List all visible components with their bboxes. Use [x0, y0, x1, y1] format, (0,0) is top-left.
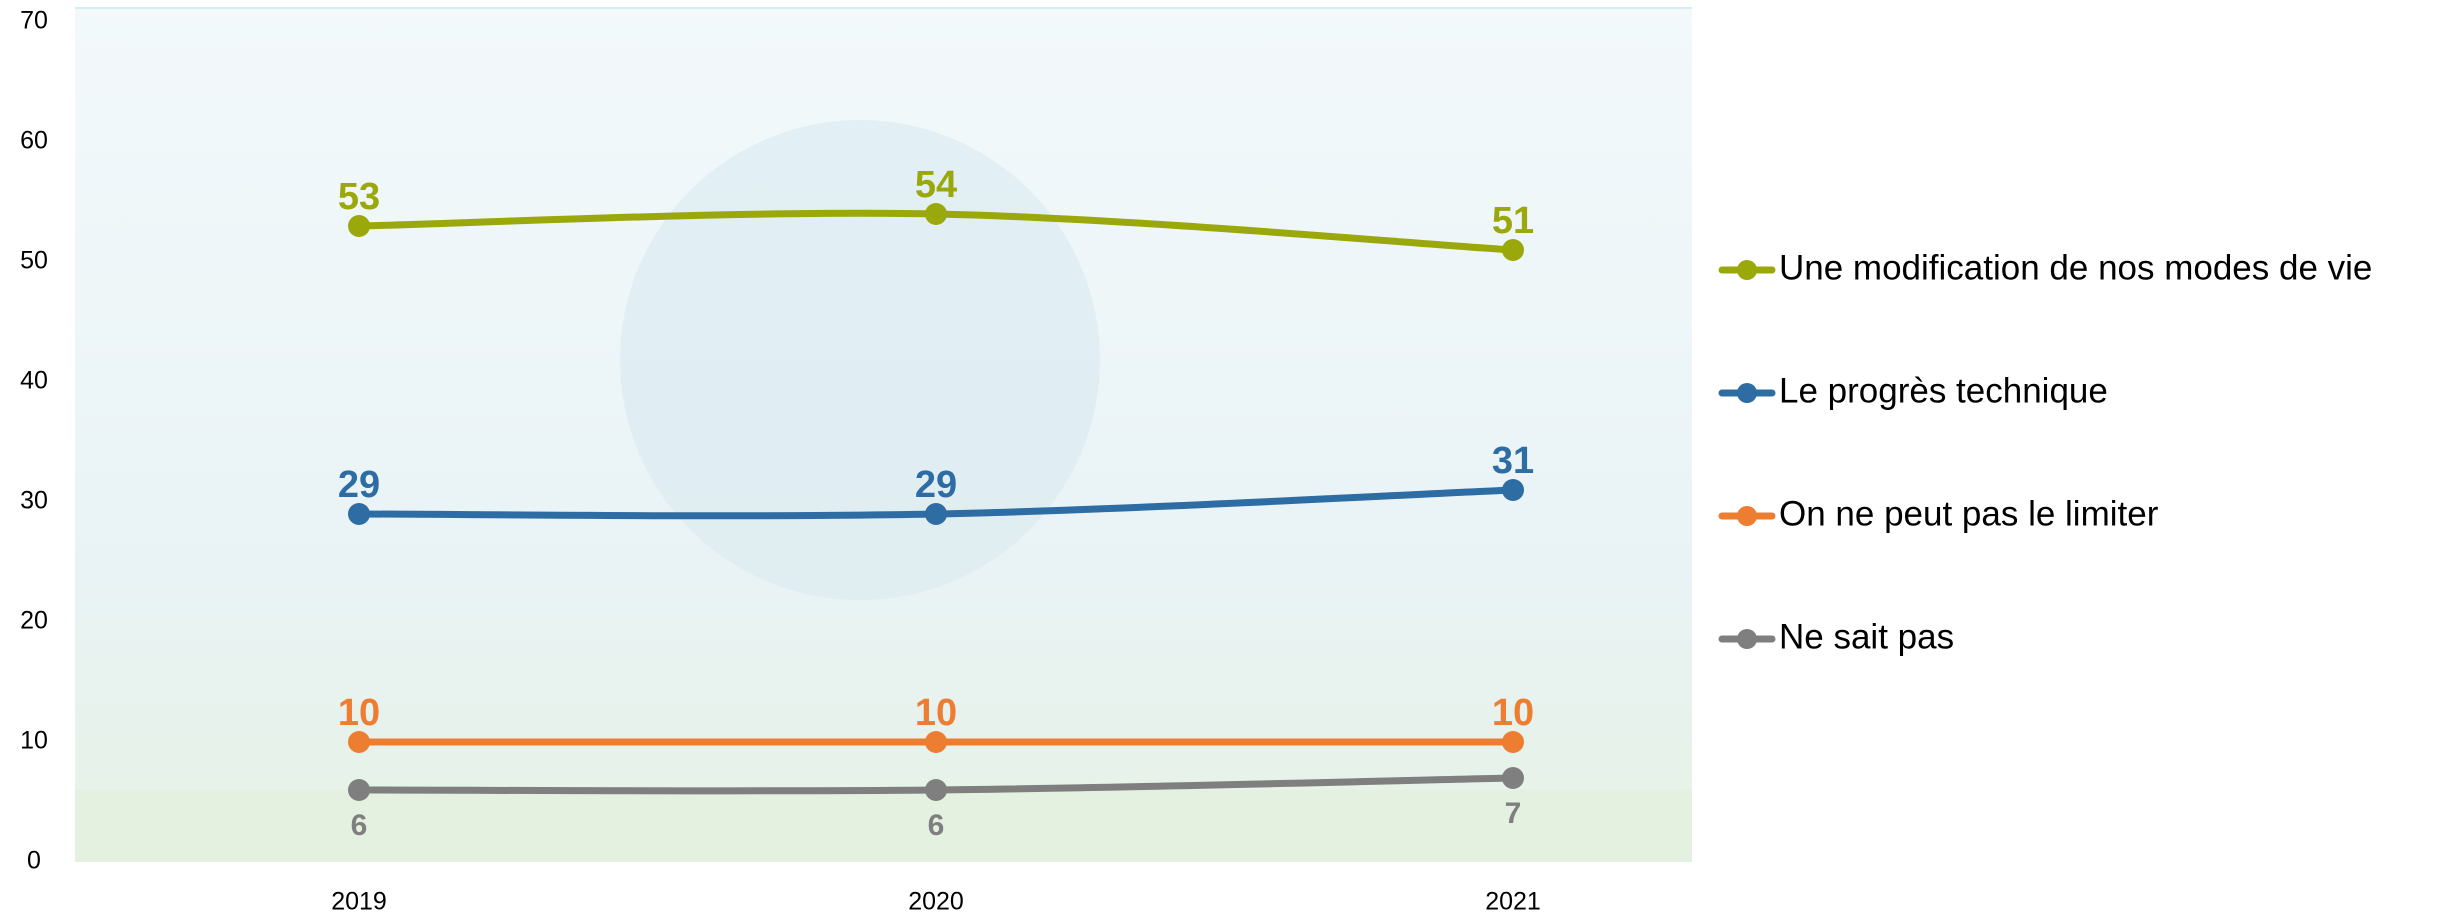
- data-point: [1502, 479, 1524, 501]
- decor-globe: [620, 120, 1100, 600]
- data-label: 10: [915, 692, 957, 734]
- data-point: [1502, 239, 1524, 261]
- data-point: [925, 503, 947, 525]
- legend-swatch-dot: [1737, 629, 1757, 649]
- y-tick-label: 40: [20, 367, 48, 395]
- data-point: [348, 215, 370, 237]
- y-tick-label: 60: [20, 127, 48, 155]
- y-tick-label: 70: [20, 7, 48, 35]
- data-label: 29: [338, 464, 380, 506]
- y-tick-label: 50: [20, 247, 48, 275]
- data-point: [348, 503, 370, 525]
- data-point: [348, 779, 370, 801]
- legend-label: Le progrès technique: [1779, 371, 2108, 410]
- data-label: 7: [1505, 797, 1522, 830]
- data-label: 6: [928, 809, 945, 842]
- data-label: 6: [351, 809, 368, 842]
- data-label: 54: [915, 164, 957, 206]
- data-label: 53: [338, 176, 380, 218]
- data-label: 10: [1492, 692, 1534, 734]
- legend-label: Ne sait pas: [1779, 617, 1954, 656]
- data-point: [925, 203, 947, 225]
- y-tick-label: 10: [20, 727, 48, 755]
- data-label: 31: [1492, 440, 1534, 482]
- x-tick-label: 2019: [331, 888, 387, 916]
- legend-swatch-dot: [1737, 260, 1757, 280]
- x-tick-label: 2021: [1485, 888, 1541, 916]
- legend-swatch-dot: [1737, 506, 1757, 526]
- data-point: [925, 779, 947, 801]
- y-tick-label: 20: [20, 607, 48, 635]
- y-tick-label: 0: [27, 847, 41, 875]
- x-tick-label: 2020: [908, 888, 964, 916]
- decor-ground: [75, 790, 1692, 862]
- y-tick-label: 30: [20, 487, 48, 515]
- data-point: [348, 731, 370, 753]
- legend-swatch-dot: [1737, 383, 1757, 403]
- data-label: 29: [915, 464, 957, 506]
- data-point: [1502, 767, 1524, 789]
- data-label: 10: [338, 692, 380, 734]
- data-point: [925, 731, 947, 753]
- data-label: 51: [1492, 200, 1534, 242]
- legend-label: On ne peut pas le limiter: [1779, 494, 2159, 533]
- legend-label: Une modification de nos modes de vie: [1779, 248, 2372, 287]
- data-point: [1502, 731, 1524, 753]
